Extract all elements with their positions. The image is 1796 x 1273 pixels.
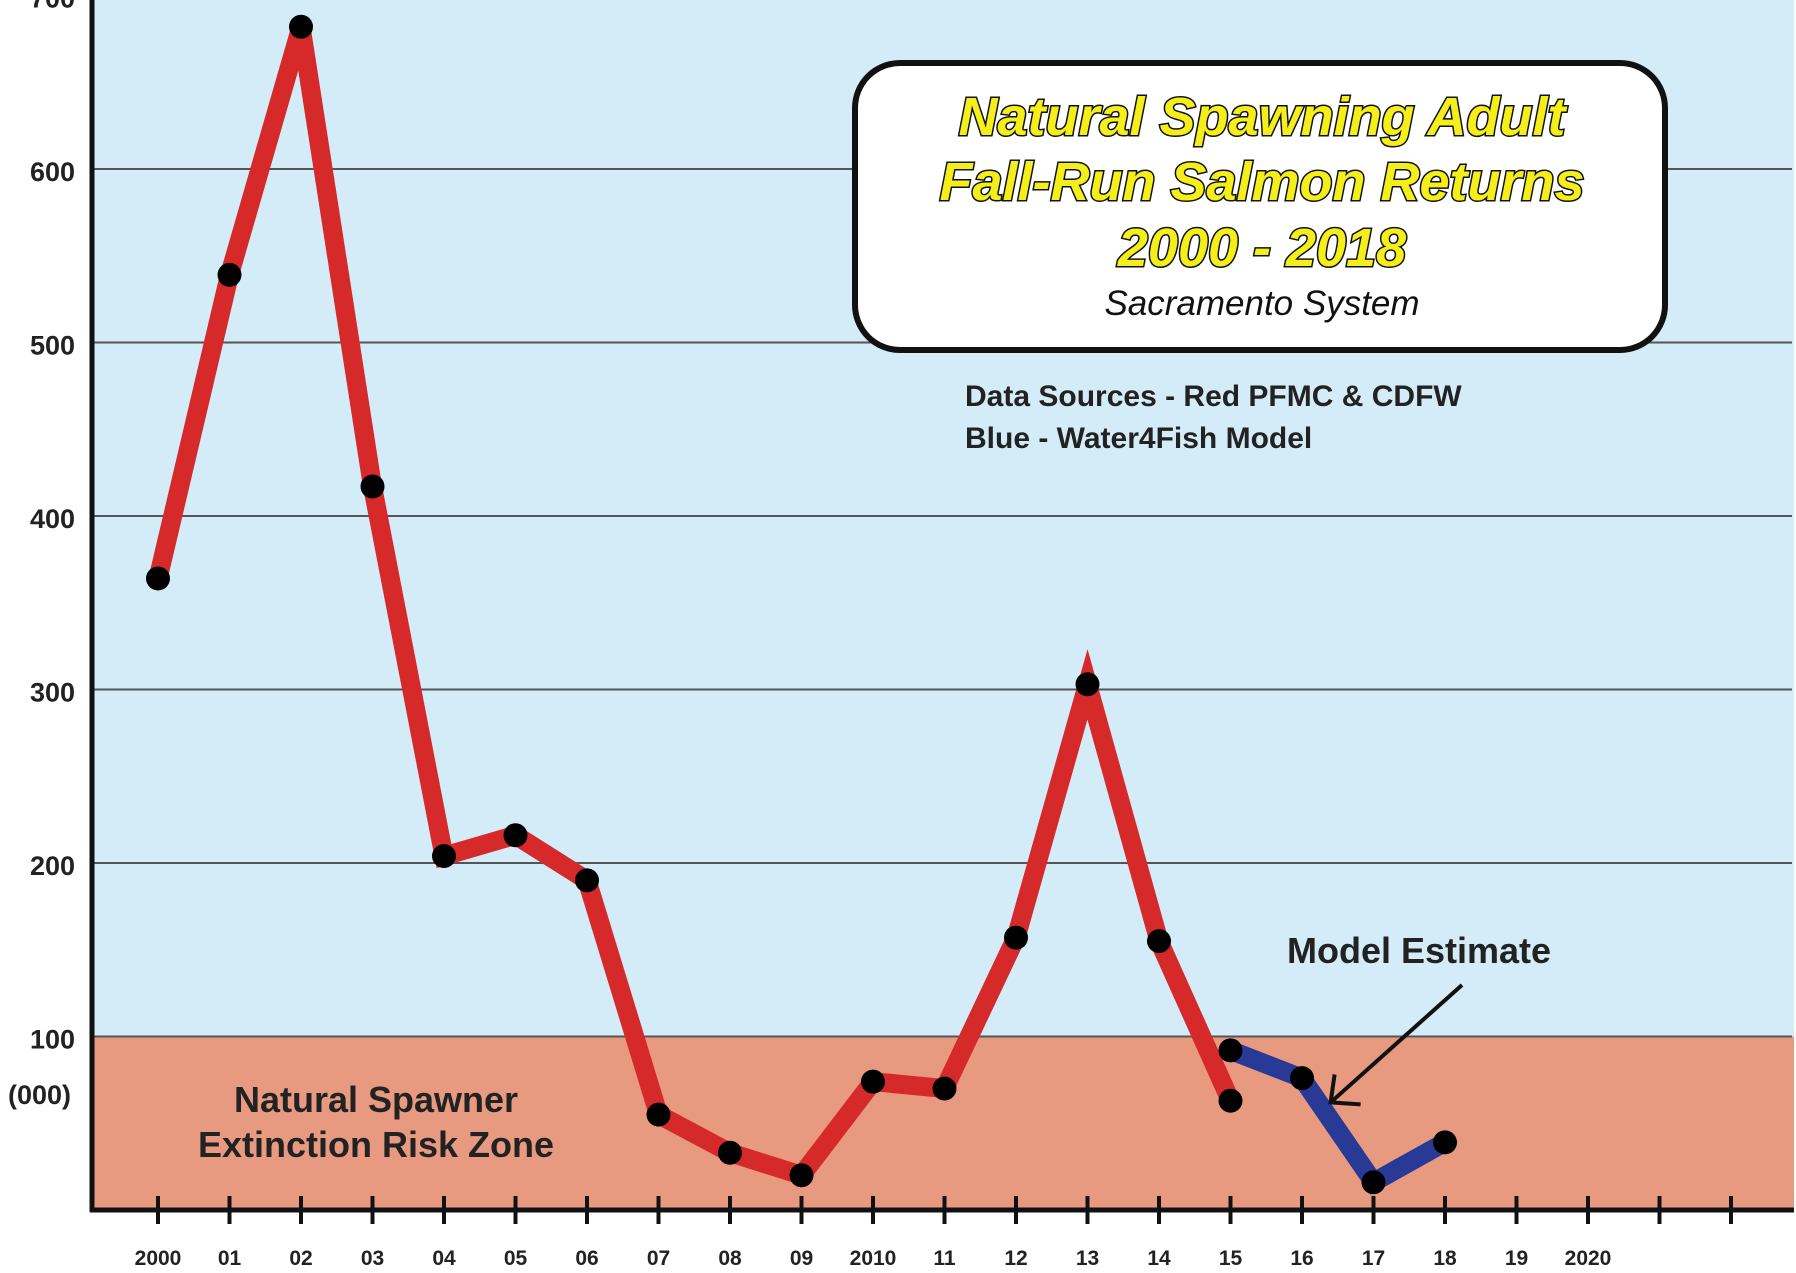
model-estimate-label: Model Estimate: [1287, 930, 1551, 971]
model-estimate-arrowhead: [1328, 1074, 1361, 1107]
x-tick-label-2017: 17: [1362, 1247, 1385, 1270]
data-point-1-2018: [1433, 1130, 1457, 1155]
x-tick-label-2010: 2010: [850, 1247, 897, 1270]
series-line-0: [148, 24, 1240, 1187]
data-point-0-2011: [932, 1076, 957, 1101]
data-point-0-2010: [861, 1069, 885, 1094]
y-tick-label-100: 100: [30, 1025, 75, 1055]
y-unit-label: (000): [8, 1080, 71, 1110]
chart-title-line-2: Fall-Run Salmon Returns: [939, 152, 1584, 212]
x-tick-label-2011: 11: [933, 1247, 956, 1270]
chart-title-line-1: Natural Spawning Adult: [959, 87, 1568, 147]
y-tick-label-500: 500: [30, 331, 75, 361]
extinction-risk-zone: [92, 1036, 1794, 1210]
data-point-1-2015: [1218, 1038, 1243, 1063]
x-tick-label-2002: 02: [289, 1247, 312, 1270]
data-point-1-2016: [1290, 1066, 1314, 1091]
data-point-0-2015: [1218, 1088, 1243, 1113]
data-point-0-2003: [360, 474, 385, 499]
x-tick-label-2008: 08: [718, 1247, 742, 1270]
x-tick-label-2018: 18: [1433, 1247, 1457, 1270]
y-tick-label-400: 400: [30, 504, 75, 534]
x-tick-label-2012: 12: [1004, 1247, 1027, 1270]
data-point-0-2000: [146, 566, 170, 591]
x-tick-label-2016: 16: [1290, 1247, 1313, 1270]
data-point-0-2004: [432, 844, 456, 869]
x-tick-label-2000: 2000: [135, 1247, 182, 1270]
chart-subtitle: Sacramento System: [1104, 284, 1419, 323]
zone-label-line-1: Natural Spawner: [234, 1079, 518, 1120]
y-tick-label-600: 600: [30, 157, 75, 187]
x-tick-label-2005: 05: [504, 1247, 528, 1270]
data-point-0-2001: [217, 262, 242, 287]
chart-title-line-3: 2000 - 2018: [1117, 218, 1406, 278]
x-tick-label-2009: 09: [790, 1247, 813, 1270]
zone-label-line-2: Extinction Risk Zone: [198, 1124, 554, 1165]
x-tick-label-2001: 01: [218, 1247, 242, 1270]
data-point-0-2013: [1075, 672, 1100, 697]
data-point-0-2008: [718, 1140, 742, 1165]
y-tick-label-300: 300: [30, 678, 75, 708]
y-tick-label-200: 200: [30, 851, 75, 881]
data-point-1-2017: [1361, 1170, 1386, 1195]
data-point-0-2012: [1004, 925, 1028, 950]
x-tick-label-2020: 2020: [1565, 1247, 1612, 1270]
model-estimate-arrow: [1329, 983, 1464, 1104]
title-box: Natural Spawning Adult Fall-Run Salmon R…: [852, 60, 1668, 353]
series-line-1: [1227, 1041, 1450, 1195]
data-point-0-2002: [289, 14, 313, 39]
x-tick-label-2007: 07: [647, 1247, 670, 1270]
data-sources-line-1: Data Sources - Red PFMC & CDFW: [965, 380, 1462, 413]
x-tick-label-2003: 03: [361, 1247, 384, 1270]
data-sources-line-2: Blue - Water4Fish Model: [965, 422, 1312, 455]
x-tick-label-2019: 19: [1505, 1247, 1528, 1270]
x-tick-label-2006: 06: [575, 1247, 598, 1270]
x-tick-label-2004: 04: [432, 1247, 456, 1270]
data-point-0-2006: [575, 868, 599, 893]
data-point-0-2007: [646, 1102, 671, 1127]
data-point-0-2009: [789, 1163, 814, 1188]
x-tick-label-2013: 13: [1076, 1247, 1099, 1270]
data-point-0-2014: [1147, 929, 1171, 954]
y-tick-label-700: 700: [30, 0, 75, 14]
x-tick-label-2014: 14: [1147, 1247, 1171, 1270]
x-tick-label-2015: 15: [1219, 1247, 1243, 1270]
data-point-0-2005: [503, 823, 528, 848]
